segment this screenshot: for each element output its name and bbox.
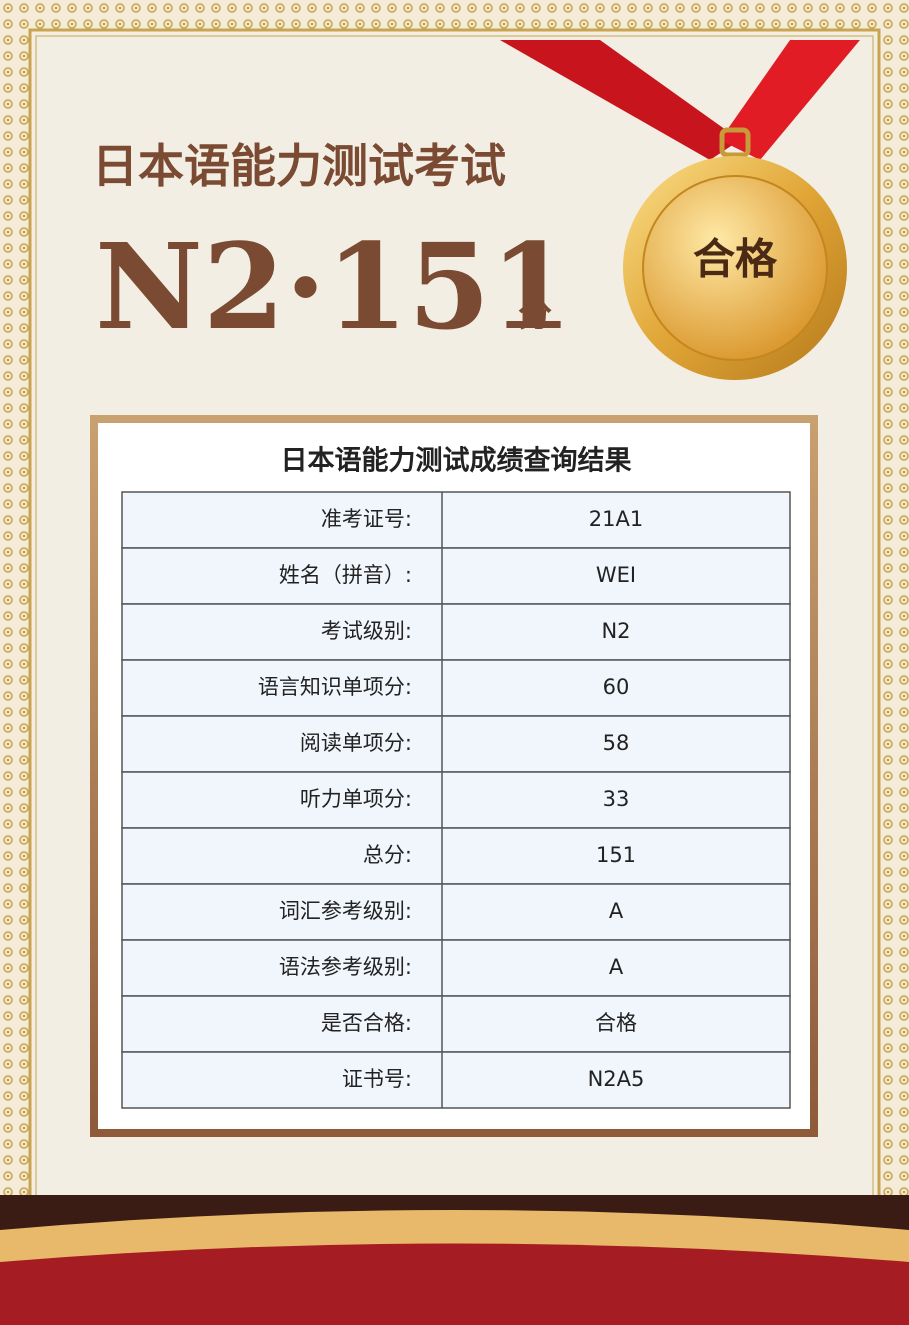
- row-value: N2: [601, 619, 630, 643]
- table-row: [121, 659, 791, 717]
- row-value: WEI: [596, 563, 636, 587]
- table-row: [121, 827, 791, 885]
- bottom-red: [0, 1243, 909, 1325]
- table-row: [121, 715, 791, 773]
- ribbon: [500, 40, 740, 160]
- row-value: 151: [596, 843, 636, 867]
- table-row: [121, 771, 791, 829]
- row-value: N2A5: [588, 1067, 645, 1091]
- row-value: 33: [603, 787, 630, 811]
- row-label: 证书号:: [342, 1067, 412, 1091]
- row-value: 58: [603, 731, 630, 755]
- row-label: 总分:: [363, 843, 412, 867]
- row-label: 准考证号:: [321, 507, 412, 531]
- table-title: 日本语能力测试成绩查询结果: [281, 445, 632, 477]
- row-label: 听力单项分:: [300, 787, 412, 811]
- table-row: [121, 491, 791, 549]
- row-value: A: [609, 899, 624, 923]
- row-label: 语法参考级别:: [279, 955, 412, 979]
- table-row: [121, 939, 791, 997]
- medal-label: 合格: [693, 235, 778, 284]
- row-label: 姓名（拼音）:: [279, 563, 412, 587]
- title: 日本语能力测试考试: [92, 139, 506, 193]
- medal-inner: [642, 175, 828, 361]
- score-unit: 分: [518, 295, 552, 335]
- table-row: [121, 995, 791, 1053]
- row-value: 21A1: [589, 507, 643, 531]
- row-label: 阅读单项分:: [300, 731, 412, 755]
- row-label: 词汇参考级别:: [279, 899, 412, 923]
- table-row: [121, 1051, 791, 1109]
- row-label: 语言知识单项分:: [258, 675, 412, 699]
- result-table: 准考证号: 21A1 姓名（拼音）: WEI 考试级别: N2 语言知识单项分: 60 阅读单项…: [121, 491, 791, 1109]
- table-row: [121, 883, 791, 941]
- ribbon: [720, 40, 860, 160]
- medal-ring: [719, 127, 751, 158]
- table-row: [121, 547, 791, 605]
- row-value: A: [609, 955, 624, 979]
- row-value: 合格: [595, 1011, 637, 1035]
- row-label: 考试级别:: [321, 619, 412, 643]
- table-row: [121, 603, 791, 661]
- row-label: 是否合格:: [321, 1011, 412, 1035]
- score: N2·151: [95, 217, 572, 356]
- row-value: 60: [603, 675, 630, 699]
